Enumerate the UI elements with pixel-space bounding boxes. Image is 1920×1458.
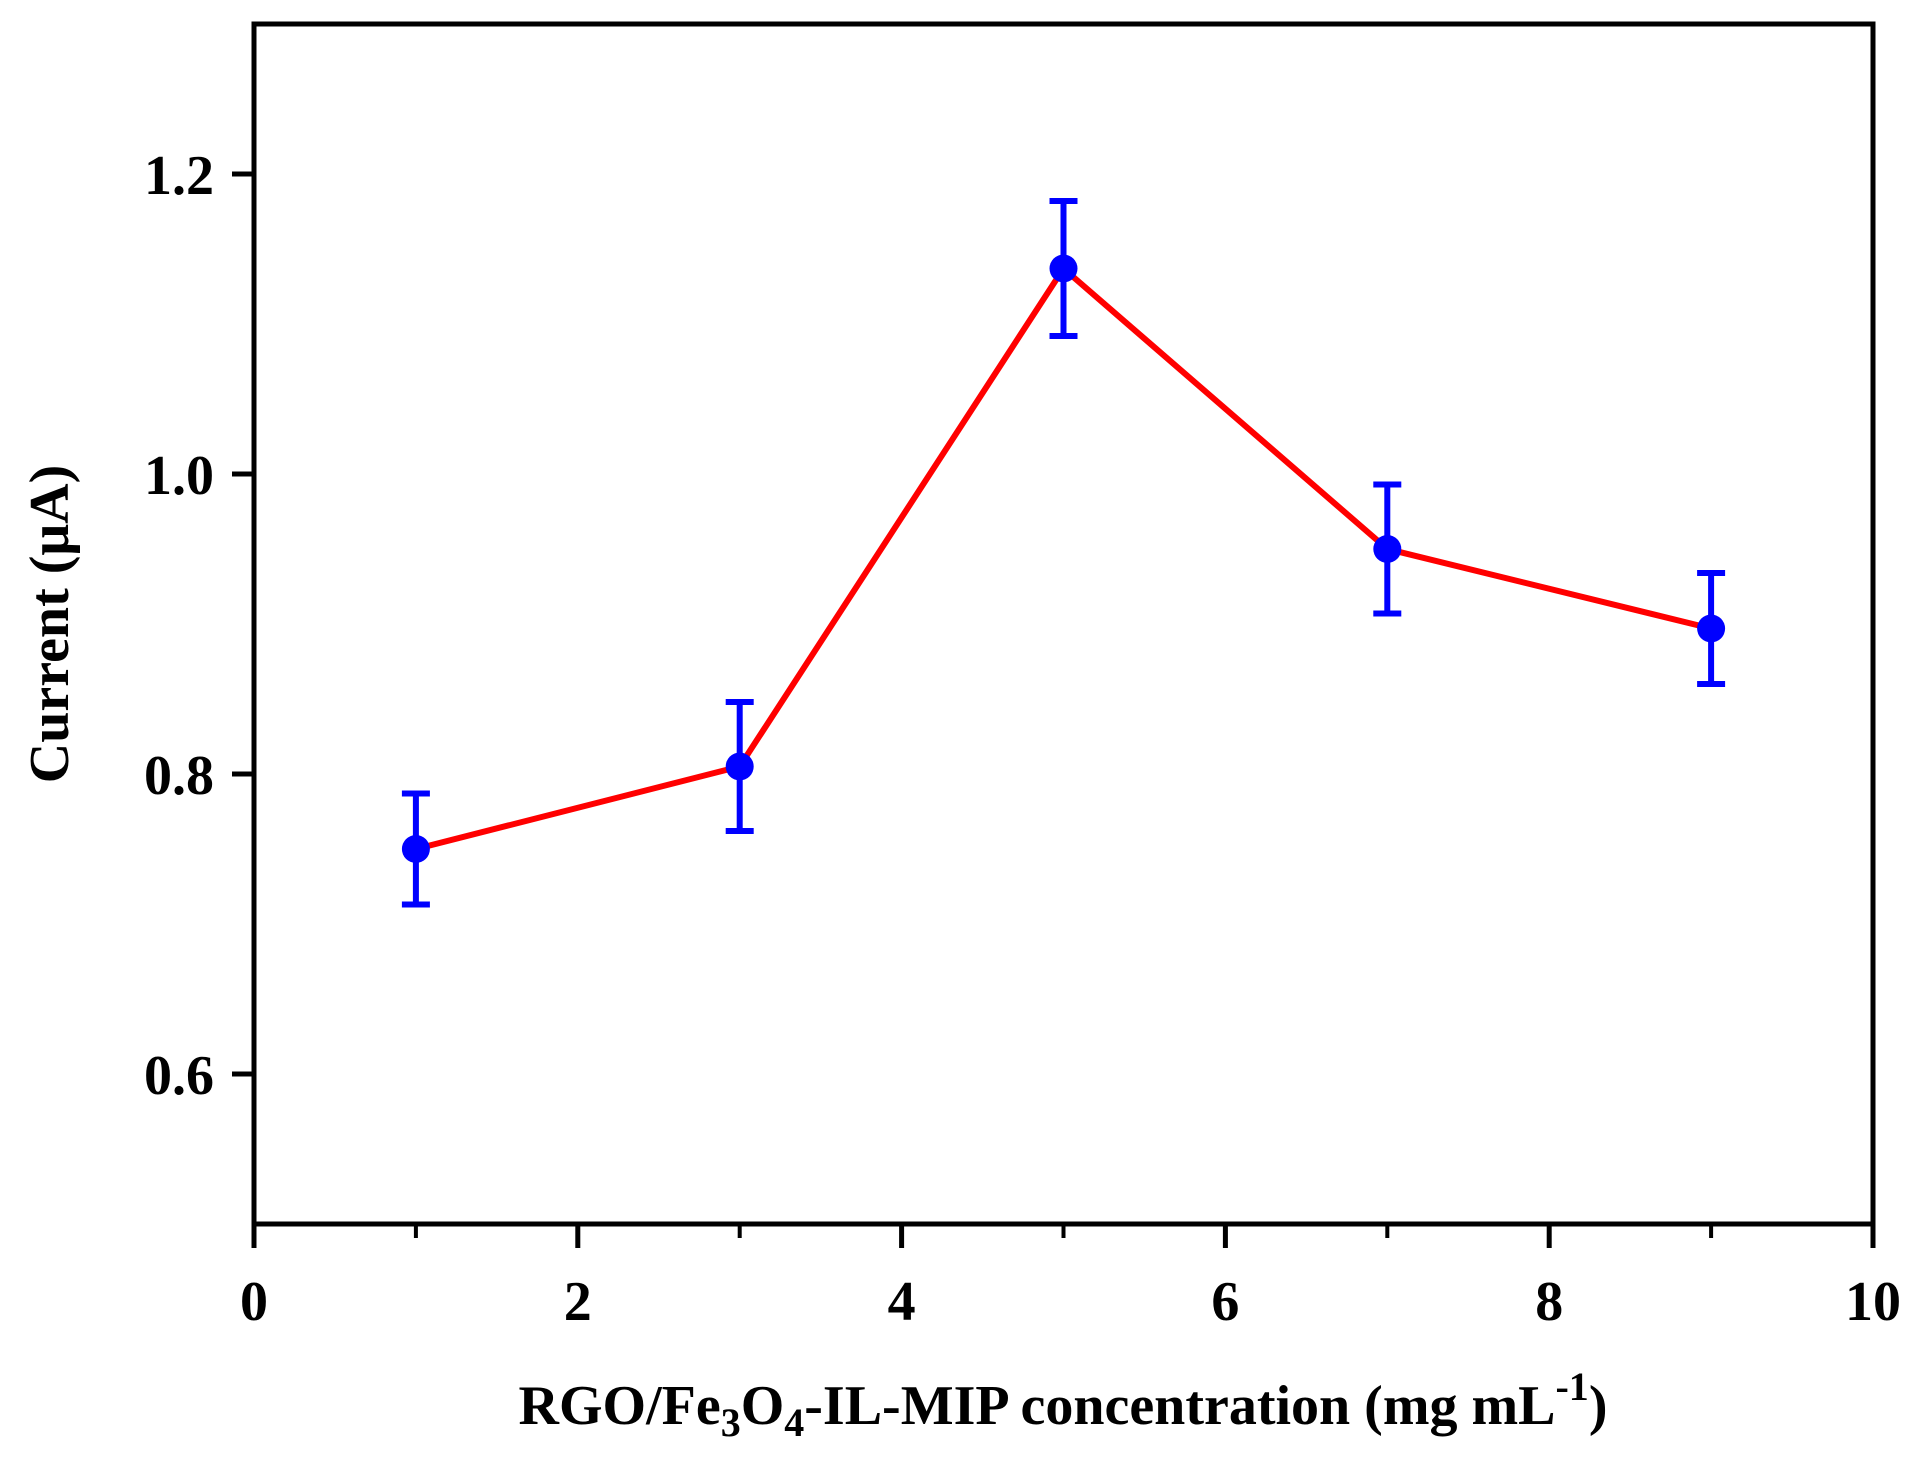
x-axis-title: RGO/Fe3O4-IL-MIP concentration (mg mL-1) <box>519 1364 1608 1445</box>
x-tick-label: 2 <box>564 1271 592 1333</box>
data-point <box>1697 614 1726 643</box>
series-layer <box>401 198 1726 908</box>
data-point <box>725 752 754 781</box>
x-axis-ticks: 0 2 4 6 8 10 <box>240 1224 1901 1333</box>
y-tick-label: 0.6 <box>144 1045 214 1107</box>
series-line <box>415 265 1712 852</box>
x-tick-label: 10 <box>1845 1271 1901 1333</box>
x-axis-title-sup: -1 <box>1555 1364 1588 1409</box>
y-axis-ticks: 0.6 0.8 1.0 1.2 <box>144 145 254 1107</box>
x-tick-label: 6 <box>1211 1271 1239 1333</box>
x-axis-title-suffix: -IL-MIP concentration (mg mL <box>804 1375 1555 1437</box>
x-tick-label: 0 <box>240 1271 268 1333</box>
data-point <box>401 835 430 863</box>
y-tick-label: 1.2 <box>144 145 214 207</box>
y-tick-label: 0.8 <box>144 745 214 807</box>
x-tick-label: 4 <box>888 1271 916 1333</box>
x-axis-title-prefix: RGO/Fe <box>519 1375 721 1437</box>
x-tick-label: 8 <box>1535 1271 1563 1333</box>
y-axis-title: Current (μA) <box>19 465 81 783</box>
data-point <box>1049 254 1078 283</box>
x-axis-title-sub2: 4 <box>784 1400 804 1445</box>
x-axis-title-close: ) <box>1589 1375 1608 1437</box>
x-axis-title-mid: O <box>741 1375 785 1437</box>
y-tick-label: 1.0 <box>144 445 214 507</box>
x-axis-title-sub1: 3 <box>721 1400 741 1445</box>
data-point <box>1373 535 1402 563</box>
